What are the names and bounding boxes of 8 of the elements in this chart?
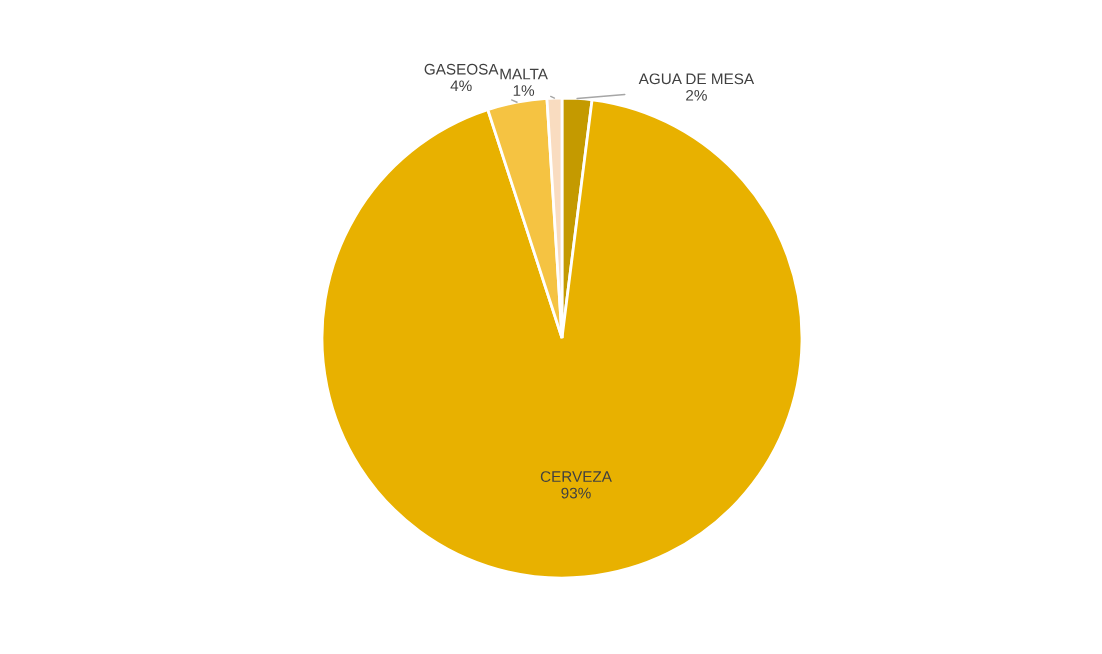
slice-label: AGUA DE MESA xyxy=(638,73,755,85)
data-label: 93% xyxy=(561,487,591,499)
slice-label: MALTA xyxy=(500,68,548,80)
slice-label: CERVEZA xyxy=(540,471,612,483)
slice-label: GASEOSA xyxy=(424,63,499,75)
data-label: 1% xyxy=(513,85,535,96)
data-label: 4% xyxy=(450,80,472,92)
data-label: 2% xyxy=(686,89,707,101)
